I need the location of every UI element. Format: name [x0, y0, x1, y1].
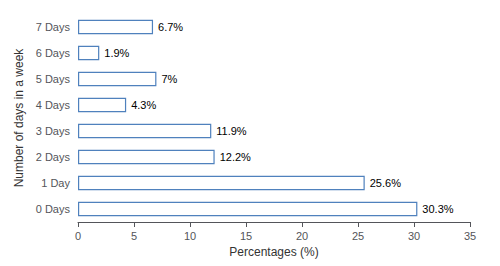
svg-text:10: 10: [184, 230, 196, 242]
svg-text:6 Days: 6 Days: [36, 47, 71, 59]
svg-text:30: 30: [408, 230, 420, 242]
svg-text:6.7%: 6.7%: [158, 21, 183, 33]
svg-text:Percentages (%): Percentages (%): [229, 245, 318, 259]
svg-text:25: 25: [352, 230, 364, 242]
svg-text:7%: 7%: [161, 73, 177, 85]
svg-text:7 Days: 7 Days: [36, 21, 71, 33]
svg-text:12.2%: 12.2%: [220, 151, 251, 163]
svg-text:Number of days in a week: Number of days in a week: [12, 48, 26, 188]
svg-text:5 Days: 5 Days: [36, 73, 71, 85]
svg-text:3 Days: 3 Days: [36, 125, 71, 137]
svg-text:2 Days: 2 Days: [36, 151, 71, 163]
svg-text:20: 20: [296, 230, 308, 242]
svg-text:0: 0: [75, 230, 81, 242]
svg-text:25.6%: 25.6%: [370, 177, 401, 189]
svg-text:1 Day: 1 Day: [41, 177, 70, 189]
svg-text:11.9%: 11.9%: [216, 125, 247, 137]
svg-text:0 Days: 0 Days: [36, 203, 71, 215]
svg-text:4 Days: 4 Days: [36, 99, 71, 111]
svg-text:15: 15: [240, 230, 252, 242]
svg-text:35: 35: [464, 230, 476, 242]
svg-text:4.3%: 4.3%: [131, 99, 156, 111]
svg-text:5: 5: [131, 230, 137, 242]
svg-text:1.9%: 1.9%: [104, 47, 129, 59]
svg-text:30.3%: 30.3%: [422, 203, 453, 215]
